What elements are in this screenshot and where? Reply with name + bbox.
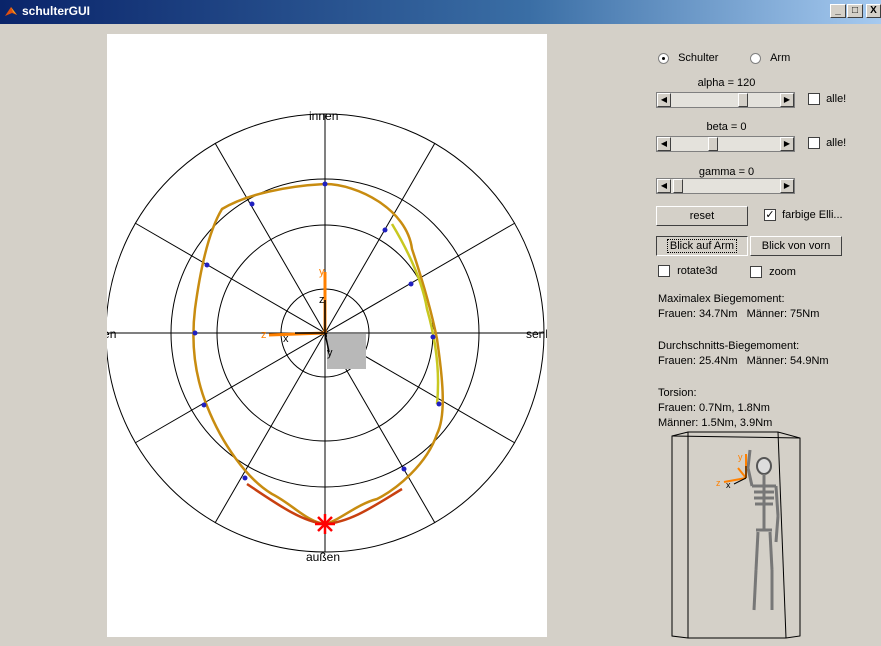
alpha-alle-box[interactable] <box>808 93 820 105</box>
gamma-right-arrow[interactable]: ▶ <box>780 179 794 193</box>
radio-schulter[interactable]: Schulter <box>658 52 718 64</box>
matlab-icon <box>4 5 18 19</box>
max-moment-title: Maximalex Biegemoment: <box>658 292 785 306</box>
gamma-slider[interactable]: ◀ ▶ <box>656 178 795 194</box>
skeleton-3d-view[interactable]: y z x <box>668 430 804 640</box>
farbige-box[interactable]: ✓ <box>764 209 776 221</box>
minimize-button[interactable]: _ <box>830 4 846 18</box>
label-senken: senken <box>526 327 547 341</box>
beta-alle-box[interactable] <box>808 137 820 149</box>
avg-moment-values: Frauen: 25.4Nm Männer: 54.9Nm <box>658 354 829 368</box>
torsion-maenner: Männer: 1.5Nm, 3.9Nm <box>658 416 772 428</box>
alpha-slider[interactable]: ◀ ▶ <box>656 92 795 108</box>
radio-arm-label: Arm <box>770 52 790 64</box>
max-star-marker <box>315 514 335 534</box>
window-title: schulterGUI <box>22 4 90 18</box>
alpha-alle-label: alle! <box>826 93 846 105</box>
rotate3d-box[interactable] <box>658 265 670 277</box>
beta-alle-checkbox[interactable]: alle! <box>808 137 846 149</box>
polar-plot[interactable]: innen heben senken außen <box>107 34 547 637</box>
alpha-left-arrow[interactable]: ◀ <box>657 93 671 107</box>
skel-triad-label-y: y <box>738 452 743 462</box>
zoom-box[interactable] <box>750 266 762 278</box>
gray-box <box>327 334 366 369</box>
skeleton-icon: y z x <box>668 430 804 640</box>
avg-moment-title: Durchschnitts-Biegemoment: <box>658 339 799 353</box>
triad-label-x: x <box>283 333 289 345</box>
blick-von-vorn-button[interactable]: Blick von vorn <box>750 236 842 256</box>
triad-label-y2: y <box>327 347 333 359</box>
alpha-alle-checkbox[interactable]: alle! <box>808 93 846 105</box>
torsion-title: Torsion: <box>658 386 697 400</box>
moment-curve <box>193 184 442 524</box>
beta-slider[interactable]: ◀ ▶ <box>656 136 795 152</box>
farbige-label: farbige Elli... <box>782 209 843 221</box>
alpha-label: alpha = 120 <box>658 77 795 89</box>
label-heben: heben <box>107 327 116 341</box>
skel-triad-label-z: z <box>716 478 721 488</box>
coordinate-triad: y z z x y <box>261 266 333 359</box>
torsion-frauen: Frauen: 0.7Nm, 1.8Nm <box>658 401 770 415</box>
beta-alle-label: alle! <box>826 137 846 149</box>
skel-triad-label-x: x <box>726 480 731 490</box>
blick-auf-arm-button[interactable]: Blick auf Arm <box>656 236 748 256</box>
triad-label-z: z <box>319 294 325 306</box>
beta-right-arrow[interactable]: ▶ <box>780 137 794 151</box>
close-button[interactable]: X <box>866 4 881 18</box>
radio-schulter-label: Schulter <box>678 52 718 64</box>
radio-arm-dot[interactable] <box>750 53 761 64</box>
beta-slider-thumb[interactable] <box>708 137 718 151</box>
max-moment-values: Frauen: 34.7Nm Männer: 75Nm <box>658 307 819 321</box>
triad-label-y: y <box>319 266 325 278</box>
gamma-label: gamma = 0 <box>658 166 795 178</box>
title-bar: schulterGUI _ □ X <box>0 0 881 24</box>
rotate3d-label: rotate3d <box>677 265 717 277</box>
label-aussen: außen <box>306 550 340 564</box>
polar-plot-svg: innen heben senken außen <box>107 34 547 637</box>
gamma-slider-thumb[interactable] <box>673 179 683 193</box>
blick-auf-arm-label: Blick auf Arm <box>667 239 737 253</box>
reset-button[interactable]: reset <box>656 206 748 226</box>
rotate3d-checkbox[interactable]: rotate3d <box>658 265 717 277</box>
gamma-left-arrow[interactable]: ◀ <box>657 179 671 193</box>
radio-schulter-dot[interactable] <box>658 53 669 64</box>
radio-arm[interactable]: Arm <box>750 52 790 64</box>
farbige-checkbox[interactable]: ✓ farbige Elli... <box>764 209 843 221</box>
beta-left-arrow[interactable]: ◀ <box>657 137 671 151</box>
triad-label-z2: z <box>261 329 267 341</box>
label-innen: innen <box>309 109 338 123</box>
alpha-right-arrow[interactable]: ▶ <box>780 93 794 107</box>
alpha-slider-thumb[interactable] <box>738 93 748 107</box>
beta-label: beta = 0 <box>658 121 795 133</box>
zoom-checkbox[interactable]: zoom <box>750 266 796 278</box>
maximize-button[interactable]: □ <box>847 4 863 18</box>
zoom-label: zoom <box>769 266 796 278</box>
